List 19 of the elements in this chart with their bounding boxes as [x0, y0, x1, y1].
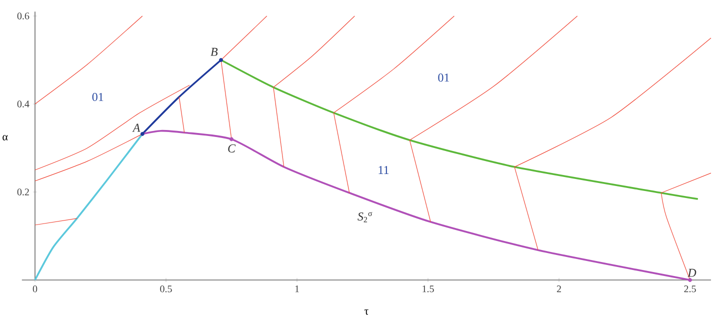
annotation: S$_{2}$σ	[358, 212, 372, 222]
annotation: A	[132, 124, 140, 132]
annotation: 11	[378, 166, 389, 174]
x-tick-label: 2.5	[684, 286, 696, 292]
x-axis-title: τ	[364, 310, 368, 315]
x-tick-label: 0.5	[160, 286, 172, 292]
annotation: B	[210, 48, 218, 56]
annotation: 01	[92, 92, 104, 102]
y-tick-label: 0.6	[17, 12, 30, 20]
annotation: C	[228, 144, 236, 152]
x-tick-label: 2	[556, 286, 561, 292]
y-tick-label: 0.2	[17, 188, 29, 196]
x-tick-label: 0	[32, 286, 38, 292]
annotation: 01	[438, 74, 450, 82]
x-tick-label: 1.5	[422, 286, 434, 292]
x-tick-label: 1	[295, 286, 299, 292]
y-tick-label: 0.4	[17, 100, 30, 108]
annotation: D	[688, 268, 696, 277]
y-axis-title: α	[2, 135, 8, 140]
